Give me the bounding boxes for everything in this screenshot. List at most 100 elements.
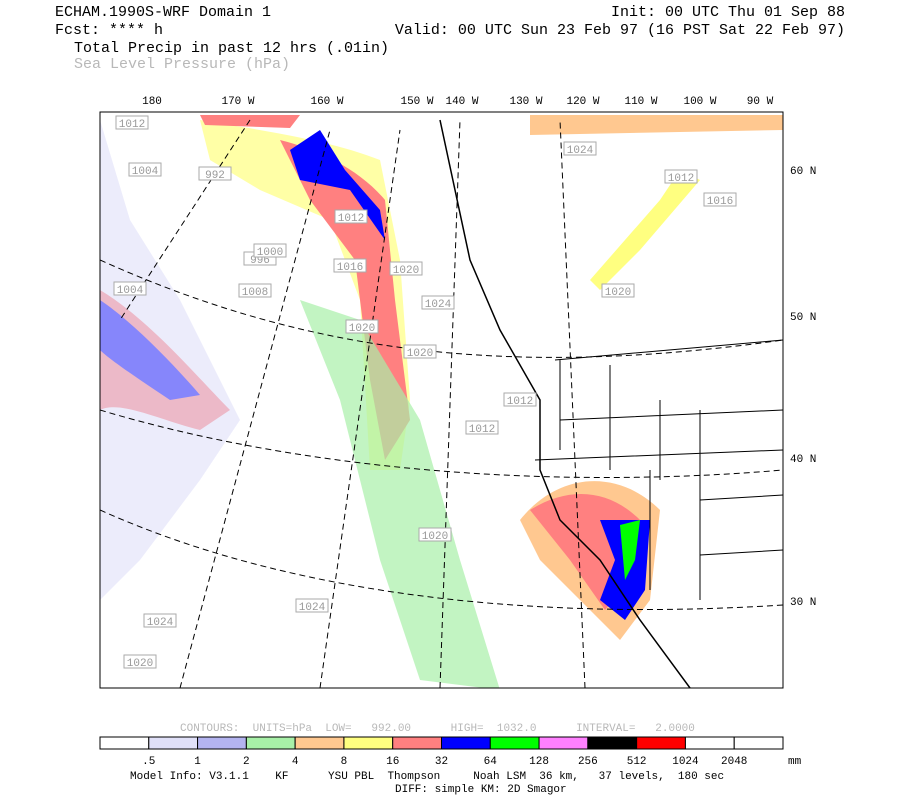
- colorbar-box: [733, 736, 784, 750]
- colorbar-box: [489, 736, 540, 750]
- longitude-label: 90 W: [747, 96, 774, 108]
- contour-label: 1012: [507, 396, 533, 408]
- precip-area: [100, 120, 240, 600]
- precip-area: [620, 520, 640, 580]
- contour-label: 1012: [668, 173, 694, 185]
- longitude-label: 180: [142, 96, 162, 108]
- colorbar-label: 1: [194, 756, 201, 768]
- contour-label: 1020: [422, 531, 448, 543]
- map: 180 170 W 160 W 150 W 140 W 130 W 120 W 110 W 10…: [99, 96, 816, 689]
- precip-area: [590, 170, 700, 290]
- contour-label: 1008: [242, 287, 268, 299]
- contour-label-box: [563, 141, 597, 156]
- contour-label-box: [115, 115, 149, 130]
- contour-label-box: [334, 209, 368, 224]
- colorbar-label: .5: [142, 756, 155, 768]
- contour-label: 1016: [707, 196, 733, 208]
- contour-label-box: [345, 319, 379, 334]
- contour-label-box: [123, 654, 157, 669]
- contour-label-box: [238, 283, 272, 298]
- precip-area: [300, 300, 500, 688]
- longitude-label: 140 W: [445, 96, 478, 108]
- contour-label-box: [503, 392, 537, 407]
- colorbar-label: 128: [529, 756, 549, 768]
- contour-label: 992: [205, 170, 225, 182]
- model-info: Model Info: V3.1.1 KF YSU PBL Thompson N…: [130, 771, 724, 783]
- colorbar-box: [197, 736, 247, 750]
- colorbar-box: [392, 736, 443, 750]
- contour-label: 1012: [469, 424, 495, 436]
- colorbar-box: [441, 736, 491, 750]
- colorbar-label: 4: [292, 756, 299, 768]
- contour-info: CONTOURS: UNITS=hPa LOW= 992.00 HIGH= 10…: [180, 723, 695, 735]
- colorbar-label: 32: [435, 756, 448, 768]
- map-frame: [99, 111, 784, 689]
- longitude-label: 120 W: [566, 96, 599, 108]
- contour-label-box: [421, 295, 455, 310]
- contour-label-box: [113, 281, 147, 296]
- contour-label: 1024: [299, 602, 326, 614]
- contour-label: 1000: [257, 247, 283, 259]
- contour-label-box: [143, 613, 177, 628]
- colorbar-label: 1024: [672, 756, 699, 768]
- colorbar-unit: mm: [788, 756, 802, 768]
- colorbar-box: [148, 736, 199, 750]
- contour-label-box: [664, 169, 698, 184]
- longitude-label: 100 W: [683, 96, 716, 108]
- contour-label-box: [389, 261, 423, 276]
- colorbar-label: 8: [341, 756, 348, 768]
- field-label: Total Precip in past 12 hrs (.01in): [74, 40, 389, 57]
- colorbar-label: 512: [627, 756, 647, 768]
- valid-time: Valid: 00 UTC Sun 23 Feb 97 (16 PST Sat …: [395, 22, 845, 39]
- contour-label: 1004: [117, 285, 144, 297]
- latitude-label: 60 N: [790, 166, 816, 178]
- precip-area: [530, 115, 783, 135]
- longitude-label: 110 W: [624, 96, 657, 108]
- contour-label: 1024: [425, 299, 452, 311]
- colorbar-box: [99, 736, 150, 750]
- colorbar-label: 16: [386, 756, 399, 768]
- contour-label: 1020: [407, 348, 433, 360]
- colorbar-box: [636, 736, 686, 750]
- title: ECHAM.1990S-WRF Domain 1: [55, 4, 271, 21]
- contour-label: 1012: [338, 213, 364, 225]
- contour-label: 1020: [349, 323, 375, 335]
- colorbar-box: [245, 736, 296, 750]
- colorbar-box: [587, 736, 638, 750]
- contour-label-box: [703, 192, 737, 207]
- longitude-label: 150 W: [400, 96, 433, 108]
- field-label: Sea Level Pressure (hPa): [74, 56, 290, 73]
- contour-label: 1016: [337, 262, 363, 274]
- colorbar-label: 64: [484, 756, 498, 768]
- contour-label-box: [333, 258, 367, 273]
- precip-area: [290, 130, 385, 240]
- contour-label-box: [403, 344, 437, 359]
- colorbar-box: [538, 736, 589, 750]
- colorbar-box: [343, 736, 394, 750]
- init-time: Init: 00 UTC Thu 01 Sep 88: [611, 4, 845, 21]
- contour-label-box: [128, 162, 162, 177]
- contour-label: 1020: [393, 265, 419, 277]
- colorbar-box: [684, 736, 735, 750]
- coastline: [439, 119, 691, 688]
- colorbar-label: 2048: [721, 756, 747, 768]
- latitude-label: 50 N: [790, 312, 816, 324]
- forecast-hour: Fcst: **** h: [55, 22, 163, 39]
- latitude-label: 30 N: [790, 597, 816, 609]
- longitude-label: 130 W: [509, 96, 542, 108]
- contour-label-box: [465, 420, 499, 435]
- diff-info: DIFF: simple KM: 2D Smagor: [395, 784, 567, 796]
- contour-label-box: [418, 527, 452, 542]
- contour-label-box: [253, 243, 287, 258]
- contour-label: 1024: [147, 617, 174, 629]
- contour-label: 1012: [119, 119, 145, 131]
- precip-area: [200, 115, 300, 128]
- contour-label-box: [295, 598, 329, 613]
- colorbar-label: 256: [578, 756, 598, 768]
- contour-label: 1020: [605, 287, 631, 299]
- contour-label: 1004: [132, 166, 159, 178]
- contour-label-box: [198, 166, 232, 181]
- state-borders: [534, 339, 783, 600]
- longitude-label: 160 W: [310, 96, 343, 108]
